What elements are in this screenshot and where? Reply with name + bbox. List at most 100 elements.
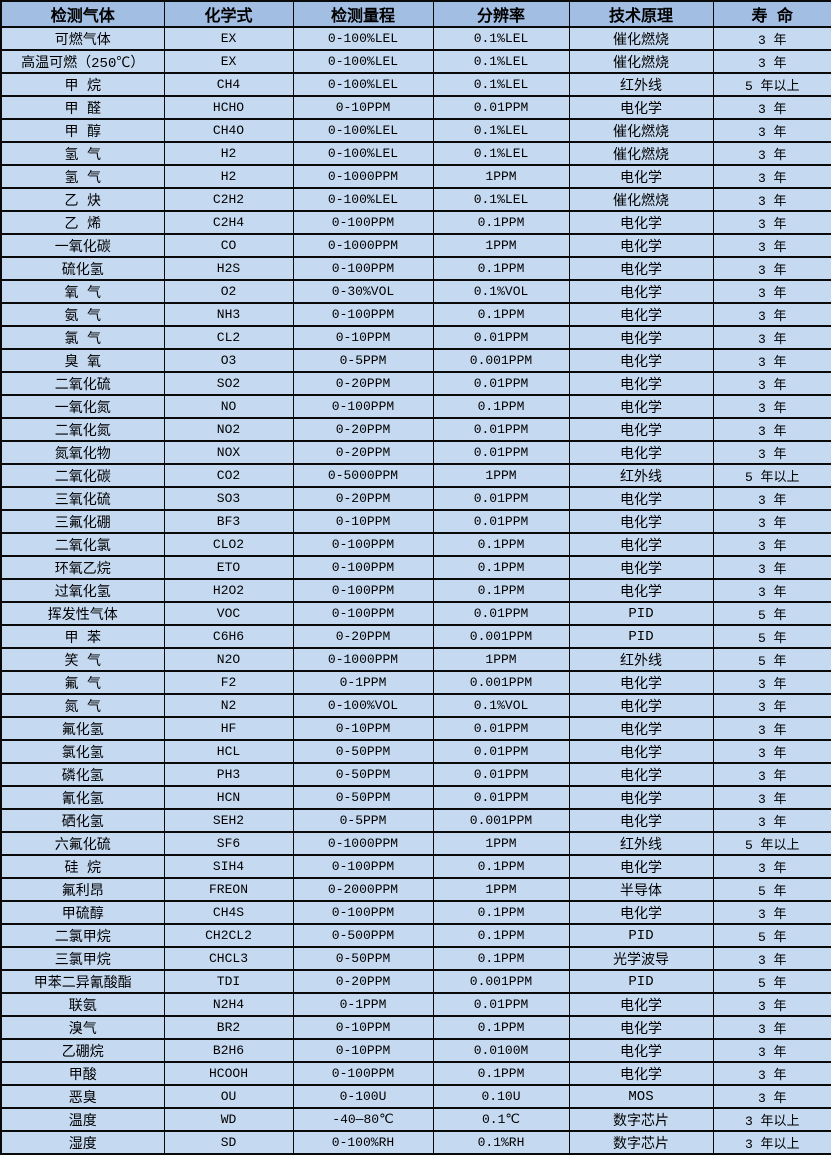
cell-principle: 电化学 bbox=[568, 394, 714, 419]
cell-gas-name: 笑 气 bbox=[0, 647, 165, 672]
cell-resolution: 0.1%VOL bbox=[432, 693, 570, 718]
cell-gas-name: 三氟化硼 bbox=[0, 509, 165, 534]
table-body: 可燃气体 EX 0-100%LEL 0.1%LEL 催化燃烧 3 年高温可燃（250℃） E… bbox=[0, 26, 831, 1155]
cell-formula: NH3 bbox=[163, 302, 294, 327]
cell-formula: HCHO bbox=[163, 95, 294, 120]
cell-resolution: 0.1℃ bbox=[432, 1107, 570, 1132]
cell-resolution: 0.01PPM bbox=[432, 716, 570, 741]
cell-lifespan: 3 年 bbox=[712, 1038, 831, 1063]
cell-formula: F2 bbox=[163, 670, 294, 695]
cell-lifespan: 3 年 bbox=[712, 141, 831, 166]
cell-lifespan: 3 年 bbox=[712, 808, 831, 833]
cell-range: 0-10PPM bbox=[292, 716, 434, 741]
cell-formula: ETO bbox=[163, 555, 294, 580]
cell-lifespan: 5 年 bbox=[712, 969, 831, 994]
cell-resolution: 0.1PPM bbox=[432, 946, 570, 971]
cell-range: 0-20PPM bbox=[292, 371, 434, 396]
cell-gas-name: 可燃气体 bbox=[0, 26, 165, 51]
cell-resolution: 0.01PPM bbox=[432, 762, 570, 787]
table-row: 六氟化硫 SF6 0-1000PPM 1PPM 红外线 5 年以上 bbox=[0, 831, 831, 856]
cell-resolution: 0.1%LEL bbox=[432, 49, 570, 74]
cell-resolution: 0.1PPM bbox=[432, 923, 570, 948]
cell-lifespan: 3 年 bbox=[712, 95, 831, 120]
cell-principle: 电化学 bbox=[568, 256, 714, 281]
cell-range: 0-50PPM bbox=[292, 739, 434, 764]
cell-formula: NOX bbox=[163, 440, 294, 465]
cell-resolution: 0.1PPM bbox=[432, 555, 570, 580]
cell-gas-name: 甲 烷 bbox=[0, 72, 165, 97]
column-header-resolution: 分辨率 bbox=[432, 0, 570, 28]
cell-lifespan: 3 年以上 bbox=[712, 1130, 831, 1155]
cell-lifespan: 3 年以上 bbox=[712, 1107, 831, 1132]
cell-range: 0-100PPM bbox=[292, 555, 434, 580]
cell-formula: C2H2 bbox=[163, 187, 294, 212]
cell-gas-name: 挥发性气体 bbox=[0, 601, 165, 626]
cell-range: 0-100PPM bbox=[292, 532, 434, 557]
cell-principle: 红外线 bbox=[568, 72, 714, 97]
cell-lifespan: 3 年 bbox=[712, 210, 831, 235]
cell-range: 0-100%LEL bbox=[292, 187, 434, 212]
cell-resolution: 0.01PPM bbox=[432, 417, 570, 442]
cell-gas-name: 一氧化碳 bbox=[0, 233, 165, 258]
cell-lifespan: 3 年 bbox=[712, 739, 831, 764]
cell-formula: SO2 bbox=[163, 371, 294, 396]
cell-range: 0-100PPM bbox=[292, 210, 434, 235]
cell-range: 0-50PPM bbox=[292, 785, 434, 810]
cell-range: 0-50PPM bbox=[292, 762, 434, 787]
cell-principle: 数字芯片 bbox=[568, 1130, 714, 1155]
cell-formula: H2S bbox=[163, 256, 294, 281]
cell-resolution: 0.001PPM bbox=[432, 624, 570, 649]
cell-formula: C6H6 bbox=[163, 624, 294, 649]
cell-principle: PID bbox=[568, 601, 714, 626]
cell-gas-name: 环氧乙烷 bbox=[0, 555, 165, 580]
cell-principle: 红外线 bbox=[568, 647, 714, 672]
cell-principle: 电化学 bbox=[568, 578, 714, 603]
cell-formula: HF bbox=[163, 716, 294, 741]
cell-principle: 电化学 bbox=[568, 693, 714, 718]
table-row: 一氧化碳 CO 0-1000PPM 1PPM 电化学 3 年 bbox=[0, 233, 831, 258]
cell-principle: 电化学 bbox=[568, 1061, 714, 1086]
cell-resolution: 0.1PPM bbox=[432, 1015, 570, 1040]
table-row: 甲 醇 CH4O 0-100%LEL 0.1%LEL 催化燃烧 3 年 bbox=[0, 118, 831, 143]
cell-range: 0-100PPM bbox=[292, 1061, 434, 1086]
cell-gas-name: 过氧化氢 bbox=[0, 578, 165, 603]
cell-principle: 电化学 bbox=[568, 95, 714, 120]
cell-formula: CH4O bbox=[163, 118, 294, 143]
cell-principle: 电化学 bbox=[568, 417, 714, 442]
table-row: 硫化氢 H2S 0-100PPM 0.1PPM 电化学 3 年 bbox=[0, 256, 831, 281]
cell-formula: H2O2 bbox=[163, 578, 294, 603]
cell-formula: N2O bbox=[163, 647, 294, 672]
cell-range: 0-30%VOL bbox=[292, 279, 434, 304]
cell-formula: SIH4 bbox=[163, 854, 294, 879]
cell-formula: NO bbox=[163, 394, 294, 419]
cell-lifespan: 3 年 bbox=[712, 325, 831, 350]
cell-principle: 催化燃烧 bbox=[568, 141, 714, 166]
cell-gas-name: 甲酸 bbox=[0, 1061, 165, 1086]
cell-formula: HCL bbox=[163, 739, 294, 764]
cell-lifespan: 3 年 bbox=[712, 302, 831, 327]
cell-principle: PID bbox=[568, 624, 714, 649]
cell-resolution: 1PPM bbox=[432, 877, 570, 902]
cell-principle: 半导体 bbox=[568, 877, 714, 902]
cell-resolution: 0.1PPM bbox=[432, 210, 570, 235]
cell-lifespan: 3 年 bbox=[712, 1084, 831, 1109]
table-row: 甲苯二异氰酸酯 TDI 0-20PPM 0.001PPM PID 5 年 bbox=[0, 969, 831, 994]
cell-gas-name: 高温可燃（250℃） bbox=[0, 49, 165, 74]
cell-formula: TDI bbox=[163, 969, 294, 994]
table-row: 乙 炔 C2H2 0-100%LEL 0.1%LEL 催化燃烧 3 年 bbox=[0, 187, 831, 212]
cell-principle: MOS bbox=[568, 1084, 714, 1109]
cell-resolution: 0.1PPM bbox=[432, 1061, 570, 1086]
cell-lifespan: 3 年 bbox=[712, 371, 831, 396]
cell-principle: PID bbox=[568, 969, 714, 994]
cell-gas-name: 溴气 bbox=[0, 1015, 165, 1040]
cell-gas-name: 二氧化碳 bbox=[0, 463, 165, 488]
cell-resolution: 0.1PPM bbox=[432, 578, 570, 603]
cell-resolution: 0.01PPM bbox=[432, 371, 570, 396]
table-row: 氮氧化物 NOX 0-20PPM 0.01PPM 电化学 3 年 bbox=[0, 440, 831, 465]
cell-lifespan: 5 年 bbox=[712, 624, 831, 649]
cell-principle: 电化学 bbox=[568, 1015, 714, 1040]
table-row: 湿度 SD 0-100%RH 0.1%RH 数字芯片 3 年以上 bbox=[0, 1130, 831, 1155]
cell-range: 0-100PPM bbox=[292, 578, 434, 603]
cell-formula: CL2 bbox=[163, 325, 294, 350]
